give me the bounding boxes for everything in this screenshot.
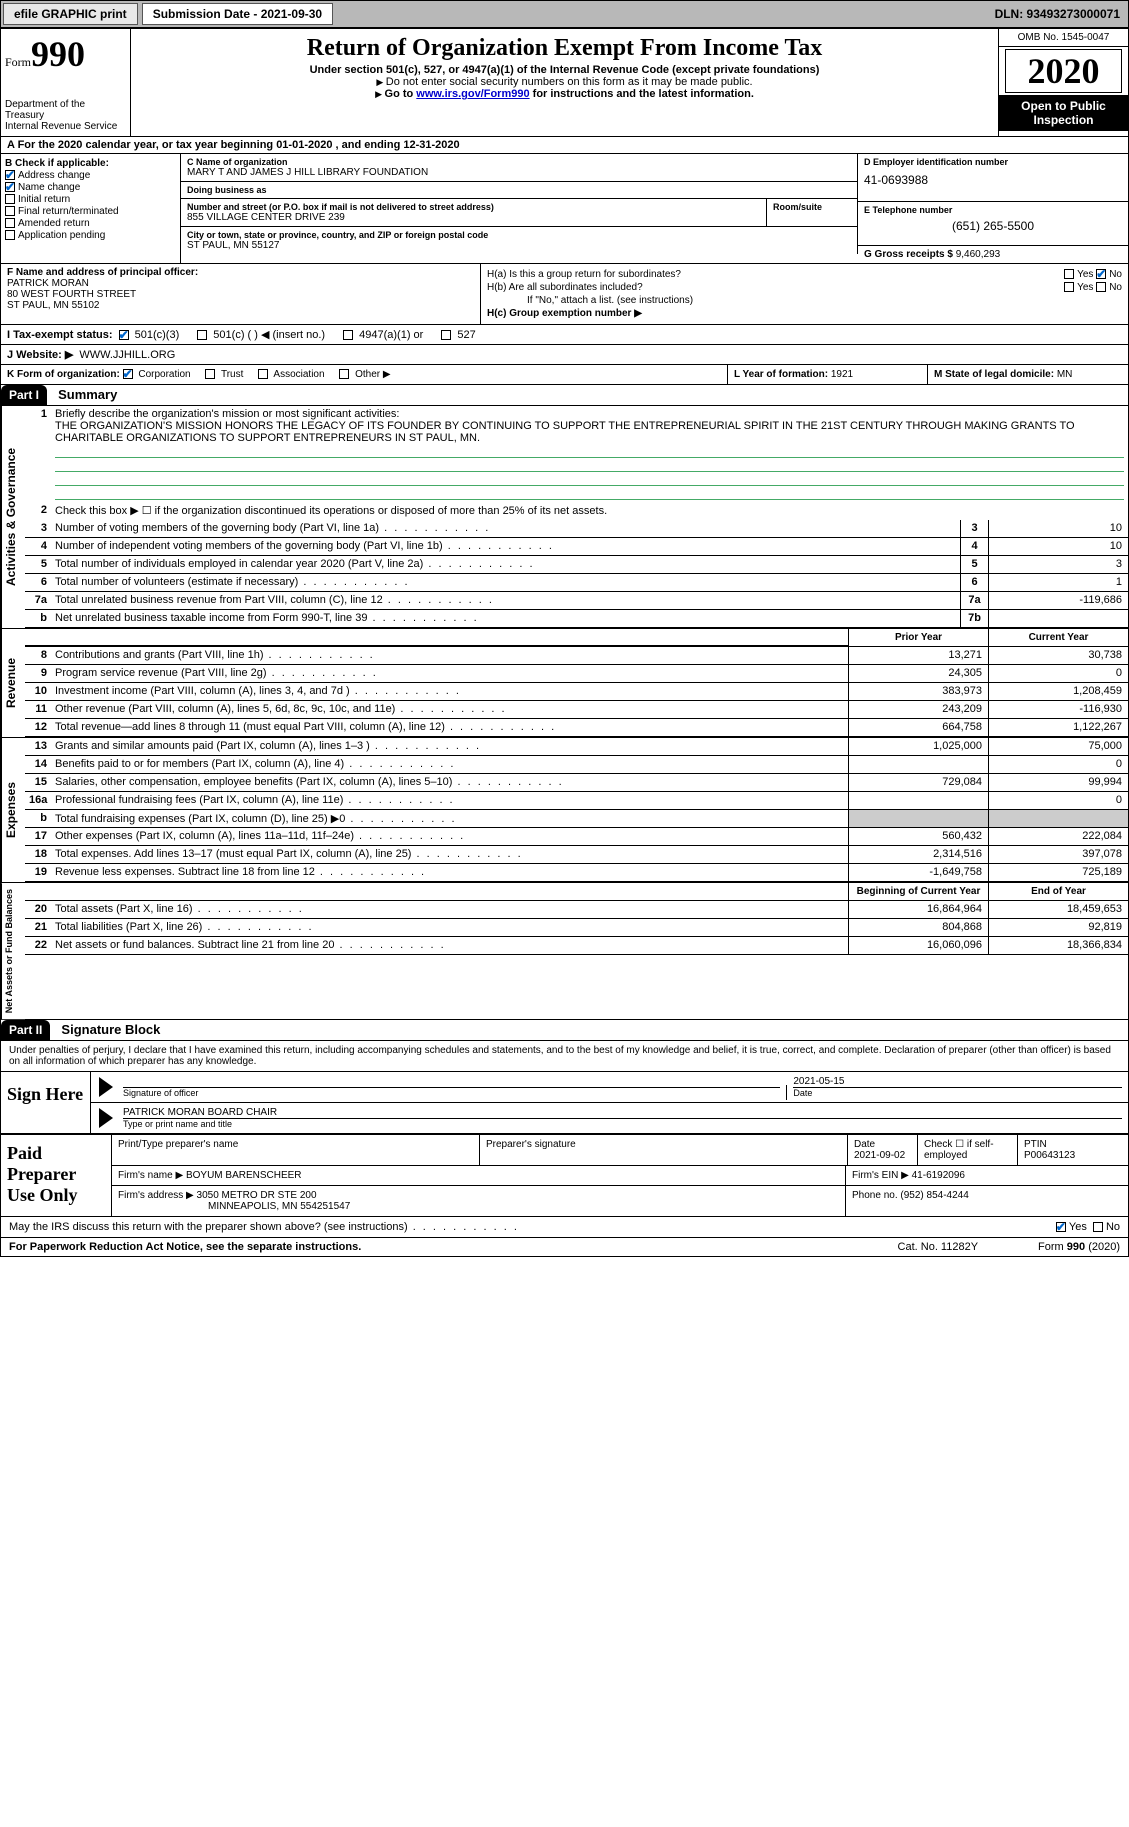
tax-status-option[interactable]: 4947(a)(1) or: [343, 329, 423, 341]
summary-line-6: 6Total number of volunteers (estimate if…: [25, 574, 1128, 592]
form-org-option[interactable]: Corporation: [123, 369, 191, 380]
submission-date: Submission Date - 2021-09-30: [142, 3, 333, 25]
prep-date: 2021-09-02: [854, 1150, 905, 1161]
sign-arrow-icon: [99, 1077, 113, 1097]
year-formation: 1921: [831, 369, 853, 380]
checkbox-initial-return[interactable]: Initial return: [5, 194, 176, 205]
vtab-governance: Activities & Governance: [1, 406, 25, 628]
summary-line-20: 20Total assets (Part X, line 16)16,864,9…: [25, 901, 1128, 919]
officer-printed-name: PATRICK MORAN BOARD CHAIR: [123, 1107, 277, 1118]
discuss-yesno[interactable]: Yes No: [1056, 1221, 1120, 1233]
checkbox-name-change[interactable]: Name change: [5, 182, 176, 193]
tax-status-option[interactable]: 501(c) ( ) ◀ (insert no.): [197, 329, 325, 341]
paid-preparer-label: Paid Preparer Use Only: [1, 1135, 111, 1216]
paperwork-notice: For Paperwork Reduction Act Notice, see …: [9, 1241, 898, 1253]
tax-status-option[interactable]: 501(c)(3): [119, 329, 180, 341]
tax-year: 2020: [1005, 49, 1122, 93]
ptin: P00643123: [1024, 1150, 1075, 1161]
summary-line-15: 15Salaries, other compensation, employee…: [25, 774, 1128, 792]
open-inspection: Open to Public Inspection: [999, 95, 1128, 131]
state-domicile: MN: [1057, 369, 1073, 380]
box-b-checkboxes: B Check if applicable: Address changeNam…: [1, 154, 181, 263]
sign-here-label: Sign Here: [1, 1072, 91, 1133]
firm-ein: 41-6192096: [912, 1170, 965, 1181]
summary-line-11: 11Other revenue (Part VIII, column (A), …: [25, 701, 1128, 719]
firm-phone: (952) 854-4244: [900, 1190, 968, 1201]
dln: DLN: 93493273000071: [987, 3, 1128, 25]
summary-line-5: 5Total number of individuals employed in…: [25, 556, 1128, 574]
summary-line-3: 3Number of voting members of the governi…: [25, 520, 1128, 538]
part-1-title: Summary: [50, 387, 117, 402]
form-title: Return of Organization Exempt From Incom…: [137, 35, 992, 62]
goto-note: Go to www.irs.gov/Form990 for instructio…: [137, 88, 992, 100]
summary-line-b: bTotal fundraising expenses (Part IX, co…: [25, 810, 1128, 828]
department: Department of the Treasury Internal Reve…: [5, 99, 126, 132]
tax-status-option[interactable]: 527: [441, 329, 475, 341]
form-org-option[interactable]: Association: [255, 369, 324, 380]
summary-line-4: 4Number of independent voting members of…: [25, 538, 1128, 556]
checkbox-application-pending[interactable]: Application pending: [5, 230, 176, 241]
ssn-note: Do not enter social security numbers on …: [137, 76, 992, 88]
part-1-tag: Part I: [1, 385, 47, 405]
summary-line-7b: bNet unrelated business taxable income f…: [25, 610, 1128, 628]
mission-text: THE ORGANIZATION'S MISSION HONORS THE LE…: [55, 420, 1075, 444]
summary-line-8: 8Contributions and grants (Part VIII, li…: [25, 647, 1128, 665]
form-ref: Form 990 (2020): [1038, 1241, 1120, 1253]
vtab-revenue: Revenue: [1, 629, 25, 737]
city-state-zip: ST PAUL, MN 55127: [187, 240, 851, 251]
form-org-option[interactable]: Trust: [203, 369, 244, 380]
penalties-text: Under penalties of perjury, I declare th…: [1, 1041, 1128, 1072]
efile-print-button[interactable]: efile GRAPHIC print: [3, 3, 138, 25]
efile-topbar: efile GRAPHIC print Submission Date - 20…: [0, 0, 1129, 28]
summary-line-16a: 16aProfessional fundraising fees (Part I…: [25, 792, 1128, 810]
ein: 41-0693988: [864, 173, 1122, 187]
form-subtitle: Under section 501(c), 527, or 4947(a)(1)…: [137, 64, 992, 76]
tax-exempt-status: I Tax-exempt status: 501(c)(3) 501(c) ( …: [1, 325, 1128, 345]
website: WWW.JJHILL.ORG: [79, 349, 175, 361]
checkbox-final-return-terminated[interactable]: Final return/terminated: [5, 206, 176, 217]
website-row: J Website: ▶ WWW.JJHILL.ORG: [1, 345, 1128, 365]
summary-line-17: 17Other expenses (Part IX, column (A), l…: [25, 828, 1128, 846]
summary-line-13: 13Grants and similar amounts paid (Part …: [25, 738, 1128, 756]
checkbox-address-change[interactable]: Address change: [5, 170, 176, 181]
summary-line-9: 9Program service revenue (Part VIII, lin…: [25, 665, 1128, 683]
summary-line-21: 21Total liabilities (Part X, line 26)804…: [25, 919, 1128, 937]
officer-addr1: 80 WEST FOURTH STREET: [7, 289, 474, 300]
summary-line-14: 14Benefits paid to or for members (Part …: [25, 756, 1128, 774]
irs-link[interactable]: www.irs.gov/Form990: [416, 88, 529, 100]
street-address: 855 VILLAGE CENTER DRIVE 239: [187, 212, 760, 223]
vtab-expenses: Expenses: [1, 738, 25, 882]
gross-receipts: 9,460,293: [956, 249, 1001, 260]
h-a-yesno[interactable]: Yes No: [1064, 269, 1122, 280]
summary-line-7a: 7aTotal unrelated business revenue from …: [25, 592, 1128, 610]
form-of-org: K Form of organization: Corporation Trus…: [1, 365, 728, 384]
h-b-yesno[interactable]: Yes No: [1064, 282, 1122, 293]
omb-number: OMB No. 1545-0047: [999, 29, 1128, 47]
row-a-tax-year: A For the 2020 calendar year, or tax yea…: [1, 137, 1128, 154]
officer-addr2: ST PAUL, MN 55102: [7, 300, 474, 311]
officer-name: PATRICK MORAN: [7, 278, 474, 289]
summary-line-19: 19Revenue less expenses. Subtract line 1…: [25, 864, 1128, 882]
firm-addr1: 3050 METRO DR STE 200: [197, 1190, 317, 1201]
summary-line-10: 10Investment income (Part VIII, column (…: [25, 683, 1128, 701]
cat-no: Cat. No. 11282Y: [898, 1241, 979, 1253]
sign-arrow-icon: [99, 1108, 113, 1128]
summary-line-18: 18Total expenses. Add lines 13–17 (must …: [25, 846, 1128, 864]
firm-addr2: MINNEAPOLIS, MN 554251547: [118, 1201, 350, 1212]
telephone: (651) 265-5500: [864, 219, 1122, 233]
part-2-tag: Part II: [1, 1020, 50, 1040]
part-2-title: Signature Block: [53, 1022, 160, 1037]
firm-name: BOYUM BARENSCHEER: [186, 1170, 302, 1181]
form-number: Form990: [5, 33, 126, 75]
checkbox-amended-return[interactable]: Amended return: [5, 218, 176, 229]
org-name: MARY T AND JAMES J HILL LIBRARY FOUNDATI…: [187, 167, 851, 178]
vtab-net: Net Assets or Fund Balances: [1, 883, 25, 1019]
sign-date: 2021-05-15: [793, 1076, 844, 1087]
summary-line-22: 22Net assets or fund balances. Subtract …: [25, 937, 1128, 955]
form-header: Form990 Department of the Treasury Inter…: [1, 29, 1128, 137]
summary-line-12: 12Total revenue—add lines 8 through 11 (…: [25, 719, 1128, 737]
form-org-option[interactable]: Other ▶: [337, 369, 391, 380]
